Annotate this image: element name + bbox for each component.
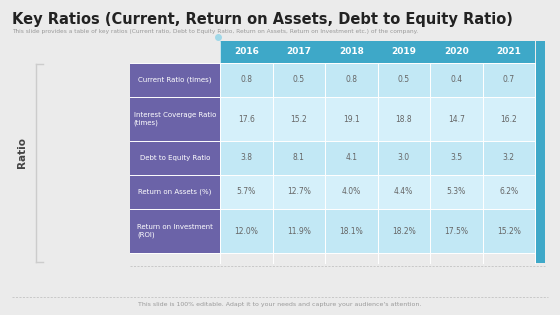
FancyBboxPatch shape bbox=[220, 141, 273, 175]
Text: 2017: 2017 bbox=[286, 48, 311, 56]
FancyBboxPatch shape bbox=[325, 175, 377, 209]
FancyBboxPatch shape bbox=[483, 141, 535, 175]
Text: Current Ratio (times): Current Ratio (times) bbox=[138, 77, 212, 83]
Text: 3.5: 3.5 bbox=[450, 153, 463, 163]
Text: 15.2: 15.2 bbox=[291, 114, 307, 123]
Text: 15.2%: 15.2% bbox=[497, 226, 521, 236]
FancyBboxPatch shape bbox=[430, 209, 483, 253]
Text: 0.4: 0.4 bbox=[450, 76, 463, 84]
FancyBboxPatch shape bbox=[273, 97, 325, 141]
Text: 2016: 2016 bbox=[234, 48, 259, 56]
FancyBboxPatch shape bbox=[377, 209, 430, 253]
Text: 0.8: 0.8 bbox=[346, 76, 357, 84]
Text: 5.7%: 5.7% bbox=[237, 187, 256, 197]
FancyBboxPatch shape bbox=[430, 63, 483, 97]
Text: 12.7%: 12.7% bbox=[287, 187, 311, 197]
FancyBboxPatch shape bbox=[273, 175, 325, 209]
Text: 2021: 2021 bbox=[496, 48, 521, 56]
Text: 0.7: 0.7 bbox=[503, 76, 515, 84]
Text: 0.5: 0.5 bbox=[293, 76, 305, 84]
FancyBboxPatch shape bbox=[377, 175, 430, 209]
FancyBboxPatch shape bbox=[325, 141, 377, 175]
Text: 2020: 2020 bbox=[444, 48, 469, 56]
Text: 4.0%: 4.0% bbox=[342, 187, 361, 197]
FancyBboxPatch shape bbox=[220, 97, 273, 141]
FancyBboxPatch shape bbox=[377, 141, 430, 175]
FancyBboxPatch shape bbox=[325, 209, 377, 253]
FancyBboxPatch shape bbox=[483, 175, 535, 209]
Text: 19.1: 19.1 bbox=[343, 114, 360, 123]
Text: 3.0: 3.0 bbox=[398, 153, 410, 163]
Text: This slide is 100% editable. Adapt it to your needs and capture your audience's : This slide is 100% editable. Adapt it to… bbox=[138, 302, 422, 307]
Text: 6.2%: 6.2% bbox=[499, 187, 519, 197]
FancyBboxPatch shape bbox=[220, 41, 535, 63]
Text: 17.5%: 17.5% bbox=[444, 226, 468, 236]
FancyBboxPatch shape bbox=[130, 141, 220, 175]
FancyBboxPatch shape bbox=[273, 209, 325, 253]
FancyBboxPatch shape bbox=[430, 175, 483, 209]
Text: 2019: 2019 bbox=[391, 48, 416, 56]
Text: 4.1: 4.1 bbox=[346, 153, 357, 163]
FancyBboxPatch shape bbox=[273, 141, 325, 175]
Text: 8.1: 8.1 bbox=[293, 153, 305, 163]
FancyBboxPatch shape bbox=[536, 41, 545, 263]
Text: Ratio: Ratio bbox=[17, 136, 27, 168]
FancyBboxPatch shape bbox=[130, 175, 220, 209]
Text: 0.5: 0.5 bbox=[398, 76, 410, 84]
Text: 12.0%: 12.0% bbox=[234, 226, 258, 236]
FancyBboxPatch shape bbox=[220, 63, 273, 97]
FancyBboxPatch shape bbox=[220, 209, 273, 253]
Text: Return on Investment
(ROI): Return on Investment (ROI) bbox=[137, 224, 213, 238]
FancyBboxPatch shape bbox=[483, 63, 535, 97]
Text: 16.2: 16.2 bbox=[501, 114, 517, 123]
Text: This slide provides a table of key ratios (Current ratio, Debt to Equity Ratio, : This slide provides a table of key ratio… bbox=[12, 29, 418, 34]
Text: 17.6: 17.6 bbox=[238, 114, 255, 123]
FancyBboxPatch shape bbox=[273, 63, 325, 97]
FancyBboxPatch shape bbox=[430, 97, 483, 141]
Text: 18.2%: 18.2% bbox=[392, 226, 416, 236]
FancyBboxPatch shape bbox=[220, 175, 273, 209]
FancyBboxPatch shape bbox=[325, 63, 377, 97]
Text: 11.9%: 11.9% bbox=[287, 226, 311, 236]
Text: 3.2: 3.2 bbox=[503, 153, 515, 163]
FancyBboxPatch shape bbox=[377, 97, 430, 141]
Text: Interest Coverage Ratio
(times): Interest Coverage Ratio (times) bbox=[134, 112, 216, 126]
FancyBboxPatch shape bbox=[130, 97, 220, 141]
Text: Key Ratios (Current, Return on Assets, Debt to Equity Ratio): Key Ratios (Current, Return on Assets, D… bbox=[12, 12, 513, 27]
Text: Return on Assets (%): Return on Assets (%) bbox=[138, 189, 212, 195]
Text: 18.1%: 18.1% bbox=[339, 226, 363, 236]
FancyBboxPatch shape bbox=[430, 141, 483, 175]
Text: 2018: 2018 bbox=[339, 48, 363, 56]
FancyBboxPatch shape bbox=[130, 63, 220, 97]
Text: 3.8: 3.8 bbox=[240, 153, 252, 163]
FancyBboxPatch shape bbox=[220, 41, 535, 63]
Text: 14.7: 14.7 bbox=[448, 114, 465, 123]
FancyBboxPatch shape bbox=[483, 209, 535, 253]
FancyBboxPatch shape bbox=[325, 97, 377, 141]
FancyBboxPatch shape bbox=[377, 63, 430, 97]
FancyBboxPatch shape bbox=[130, 209, 220, 253]
Text: 18.8: 18.8 bbox=[395, 114, 412, 123]
Text: 4.4%: 4.4% bbox=[394, 187, 413, 197]
Text: Debt to Equity Ratio: Debt to Equity Ratio bbox=[140, 155, 210, 161]
FancyBboxPatch shape bbox=[483, 97, 535, 141]
Text: 5.3%: 5.3% bbox=[447, 187, 466, 197]
Text: 0.8: 0.8 bbox=[240, 76, 252, 84]
